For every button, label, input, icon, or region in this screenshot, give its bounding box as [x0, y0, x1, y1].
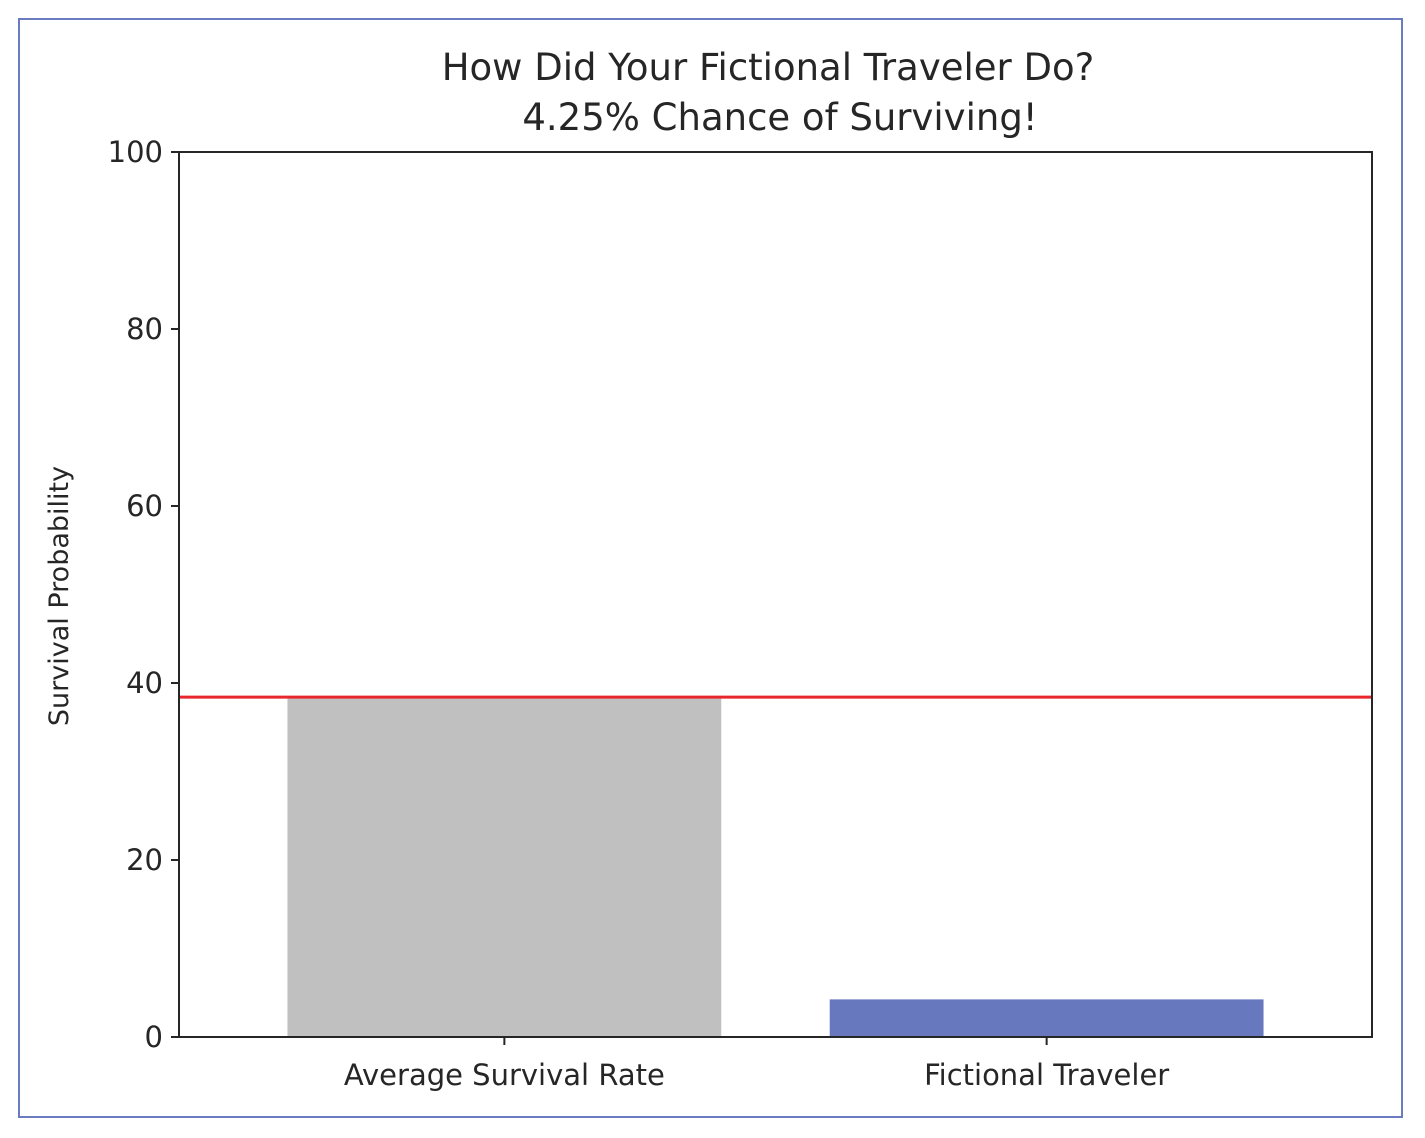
y-tick-label: 80	[126, 312, 163, 346]
chart-title: How Did Your Fictional Traveler Do?	[442, 46, 1095, 89]
y-axis-label: Survival Probability	[44, 466, 75, 726]
y-tick-label: 20	[126, 843, 163, 877]
bars-group	[287, 697, 1264, 1037]
y-tick-label: 40	[126, 666, 163, 700]
plot-area-border	[178, 151, 1373, 1038]
y-tick-label: 100	[108, 135, 163, 169]
x-tick-label: Average Survival Rate	[344, 1058, 665, 1092]
y-tick-label: 60	[126, 489, 163, 523]
bar-0	[287, 697, 722, 1037]
bar-1	[829, 999, 1264, 1037]
x-axis-ticks: Average Survival Rate Fictional Traveler	[344, 1037, 1169, 1092]
y-axis-ticks: 0 20 40 60 80 100	[108, 135, 179, 1054]
y-tick-label: 0	[145, 1020, 163, 1054]
chart-subtitle: 4.25% Chance of Surviving!	[522, 96, 1037, 139]
x-tick-label: Fictional Traveler	[924, 1058, 1169, 1092]
